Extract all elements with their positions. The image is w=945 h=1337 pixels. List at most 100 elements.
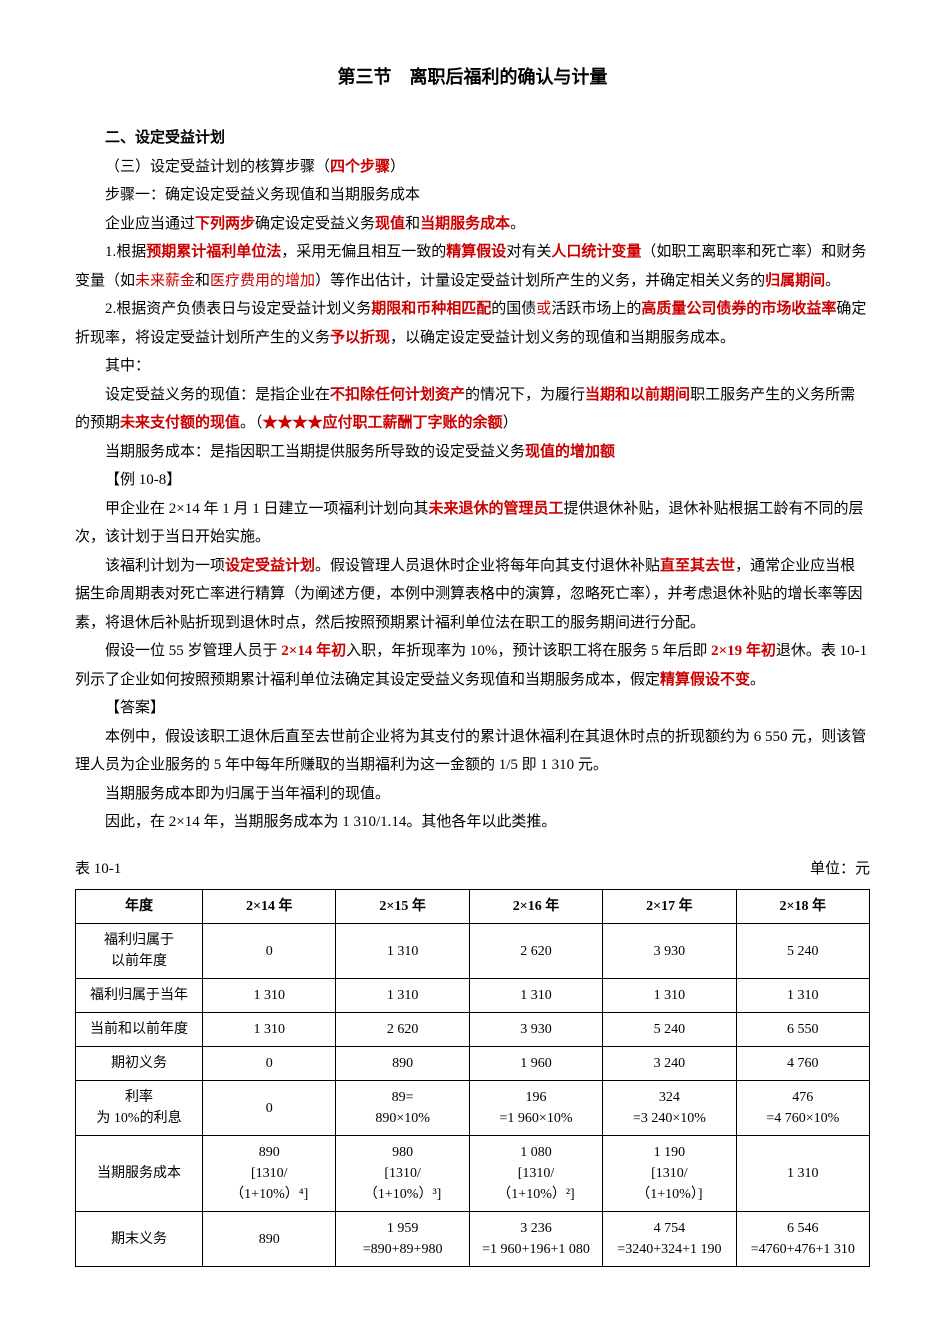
para-answer-2: 当期服务成本即为归属于当年福利的现值。 — [75, 780, 870, 809]
document-title: 第三节 离职后福利的确认与计量 — [75, 60, 870, 94]
text: 的国债 — [491, 301, 536, 317]
table-cell: 89=890×10% — [336, 1081, 469, 1136]
text: 。（ — [240, 415, 263, 431]
text: 设定受益义务的现值：是指企业在 — [105, 387, 330, 403]
table-cell: 0 — [203, 1081, 336, 1136]
text: 的情况下，为履行 — [465, 387, 585, 403]
text: 。 — [750, 672, 765, 688]
table-row: 当期服务成本890[1310/（1+10%）⁴]980[1310/（1+10%）… — [76, 1136, 870, 1212]
table-row: 期末义务8901 959=890+89+9803 236=1 960+196+1… — [76, 1212, 870, 1267]
para-step1: 步骤一：确定设定受益义务现值和当期服务成本 — [75, 181, 870, 210]
para-answer-1: 本例中，假设该职工退休后直至去世前企业将为其支付的累计退休福利在其退休时点的折现… — [75, 723, 870, 780]
benefits-table: 年度 2×14 年 2×15 年 2×16 年 2×17 年 2×18 年 福利… — [75, 889, 870, 1267]
table-cell: 2 620 — [336, 1013, 469, 1047]
highlight: 或 — [536, 301, 551, 317]
para-where: 其中： — [75, 352, 870, 381]
table-cell: 196=1 960×10% — [469, 1081, 602, 1136]
table-cell: 476=4 760×10% — [736, 1081, 869, 1136]
table-cell: 5 240 — [603, 1013, 736, 1047]
table-header-row: 年度 2×14 年 2×15 年 2×16 年 2×17 年 2×18 年 — [76, 890, 870, 924]
table-cell: 3 240 — [603, 1047, 736, 1081]
table-unit: 单位：元 — [810, 855, 870, 884]
text: 确定设定受益义务 — [255, 216, 375, 232]
row-label: 期末义务 — [76, 1212, 203, 1267]
para-example-3: 假设一位 55 岁管理人员于 2×14 年初入职，年折现率为 10%，预计该职工… — [75, 637, 870, 694]
highlight: 现值 — [375, 216, 405, 232]
table-cell: 3 236=1 960+196+1 080 — [469, 1212, 602, 1267]
table-cell: 6 546=4760+476+1 310 — [736, 1212, 869, 1267]
text: 和 — [405, 216, 420, 232]
highlight: 下列两步 — [195, 216, 255, 232]
highlight: 设定受益计划 — [225, 558, 315, 574]
highlight: 精算假设 — [446, 244, 506, 260]
table-cell: 324=3 240×10% — [603, 1081, 736, 1136]
text: 2.根据资产负债表日与设定受益计划义务 — [105, 301, 371, 317]
example-label: 【例 10-8】 — [75, 466, 870, 495]
highlight: 高质量公司债券的市场收益率 — [641, 301, 836, 317]
table-label: 表 10-1 — [75, 855, 121, 884]
para-csc-def: 当期服务成本：是指因职工当期提供服务所导致的设定受益义务现值的增加额 — [75, 438, 870, 467]
table-row: 利率为 10%的利息089=890×10%196=1 960×10%324=3 … — [76, 1081, 870, 1136]
col-header: 2×14 年 — [203, 890, 336, 924]
table-cell: 1 960 — [469, 1047, 602, 1081]
para-pv-def: 设定受益义务的现值：是指企业在不扣除任何计划资产的情况下，为履行当期和以前期间职… — [75, 381, 870, 438]
para-answer-3: 因此，在 2×14 年，当期服务成本为 1 310/1.14。其他各年以此类推。 — [75, 808, 870, 837]
highlight: 直至其去世 — [660, 558, 735, 574]
para-example-1: 甲企业在 2×14 年 1 月 1 日建立一项福利计划向其未来退休的管理员工提供… — [75, 495, 870, 552]
table-cell: 1 310 — [469, 979, 602, 1013]
text: 。 — [510, 216, 525, 232]
section-heading: 二、设定受益计划 — [75, 124, 870, 153]
para-item1: 1.根据预期累计福利单位法，采用无偏且相互一致的精算假设对有关人口统计变量（如职… — [75, 238, 870, 295]
text: 。 — [825, 273, 840, 289]
text: ，以确定设定受益计划义务的现值和当期服务成本。 — [390, 330, 735, 346]
col-header: 2×18 年 — [736, 890, 869, 924]
text: ） — [390, 159, 405, 175]
table-cell: 890[1310/（1+10%）⁴] — [203, 1136, 336, 1212]
para-example-2: 该福利计划为一项设定受益计划。假设管理人员退休时企业将每年向其支付退休补贴直至其… — [75, 552, 870, 638]
table-cell: 980[1310/（1+10%）³] — [336, 1136, 469, 1212]
text: 入职，年折现率为 10%，预计该职工将在服务 5 年后即 — [346, 643, 711, 659]
table-cell: 6 550 — [736, 1013, 869, 1047]
highlight: 预期累计福利单位法 — [146, 244, 281, 260]
highlight: 精算假设不变 — [660, 672, 750, 688]
text: 甲企业在 2×14 年 1 月 1 日建立一项福利计划向其 — [105, 501, 428, 517]
text: 和 — [195, 273, 210, 289]
table-cell: 1 310 — [736, 979, 869, 1013]
row-label: 福利归属于当年 — [76, 979, 203, 1013]
para-item2: 2.根据资产负债表日与设定受益计划义务期限和币种相匹配的国债或活跃市场上的高质量… — [75, 295, 870, 352]
table-row: 当前和以前年度1 3102 6203 9305 2406 550 — [76, 1013, 870, 1047]
highlight: 医疗费用的增加 — [210, 273, 315, 289]
col-header: 2×15 年 — [336, 890, 469, 924]
highlight: 期限和币种相匹配 — [371, 301, 491, 317]
answer-label: 【答案】 — [75, 694, 870, 723]
highlight: 归属期间 — [765, 273, 825, 289]
table-cell: 0 — [203, 924, 336, 979]
table-caption-row: 表 10-1 单位：元 — [75, 855, 870, 884]
table-cell: 1 080[1310/（1+10%）²] — [469, 1136, 602, 1212]
text: 企业应当通过 — [105, 216, 195, 232]
col-header: 年度 — [76, 890, 203, 924]
highlight: 予以折现 — [330, 330, 390, 346]
table-cell: 4 754=3240+324+1 190 — [603, 1212, 736, 1267]
row-label: 福利归属于以前年度 — [76, 924, 203, 979]
table-cell: 1 310 — [336, 979, 469, 1013]
text: （三）设定受益计划的核算步骤（ — [105, 159, 330, 175]
text: 该福利计划为一项 — [105, 558, 225, 574]
highlight: 2×14 年初 — [281, 643, 346, 659]
highlight-stars: ★★★★应付职工薪酬丁字账的余额 — [263, 415, 503, 431]
highlight: 四个步骤 — [330, 159, 390, 175]
highlight: 未来薪金 — [135, 273, 195, 289]
table-cell: 1 190[1310/（1+10%）] — [603, 1136, 736, 1212]
table-cell: 1 310 — [203, 979, 336, 1013]
row-label: 当前和以前年度 — [76, 1013, 203, 1047]
table-cell: 0 — [203, 1047, 336, 1081]
text: ，采用无偏且相互一致的 — [281, 244, 446, 260]
text: 假设一位 55 岁管理人员于 — [105, 643, 281, 659]
table-cell: 1 310 — [336, 924, 469, 979]
text: 活跃市场上的 — [551, 301, 641, 317]
table-cell: 3 930 — [603, 924, 736, 979]
table-row: 期初义务08901 9603 2404 760 — [76, 1047, 870, 1081]
col-header: 2×16 年 — [469, 890, 602, 924]
table-cell: 890 — [203, 1212, 336, 1267]
table-cell: 890 — [336, 1047, 469, 1081]
